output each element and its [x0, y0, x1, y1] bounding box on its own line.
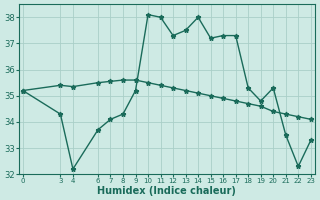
X-axis label: Humidex (Indice chaleur): Humidex (Indice chaleur) [97, 186, 236, 196]
